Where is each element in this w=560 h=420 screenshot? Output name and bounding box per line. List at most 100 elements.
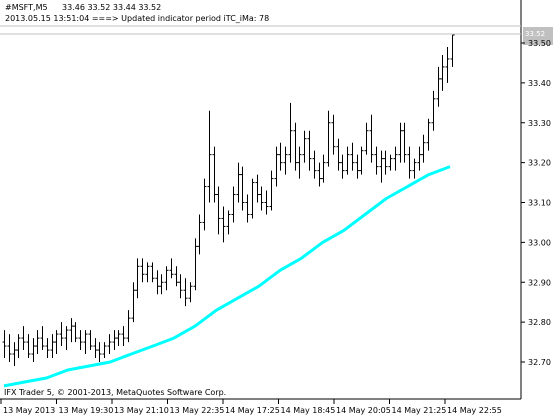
ohlc-bar: [150, 262, 155, 283]
price-tick-label: 33.50: [528, 39, 551, 48]
ohlc-bar: [331, 114, 336, 155]
ohlc-bar: [283, 146, 288, 175]
ohlc-bar: [250, 178, 255, 219]
ohlc-bar: [216, 186, 221, 235]
ohlc-bar: [317, 162, 322, 187]
ohlc-bar: [188, 282, 193, 303]
ohlc-bar: [50, 334, 55, 359]
price-scale[interactable]: 33.50 33.40 33.30 33.20 33.10 33.00 32.90 32.80…: [521, 39, 551, 367]
ohlc-bar: [359, 146, 364, 175]
ohlc-bar: [436, 66, 441, 107]
ohlc-bar: [369, 114, 374, 163]
ohlc-bar: [159, 274, 164, 295]
ohlc-bar: [293, 122, 298, 171]
ohlc-bar: [88, 330, 93, 351]
time-tick-label: 14 May 21:25: [392, 406, 447, 415]
ohlc-bar: [174, 266, 179, 287]
ohlc-bar: [264, 190, 269, 215]
time-tick-label: 13 May 19:30: [59, 406, 114, 415]
price-badge-value: 33.52: [525, 30, 545, 38]
ohlc-bar: [350, 142, 355, 171]
time-tick-label: 13 May 21:10: [114, 406, 169, 415]
ohlc-bar: [183, 278, 188, 307]
ohlc-bar: [288, 102, 293, 163]
ohlc-bar: [226, 210, 231, 235]
ohlc-bar: [383, 150, 388, 175]
ohlc-bar: [445, 46, 450, 83]
ohlc-bar: [202, 178, 207, 231]
ohlc-bar: [374, 146, 379, 175]
ohlc-bar: [297, 146, 302, 179]
price-tick-label: 33.30: [528, 119, 551, 128]
price-tick-label: 33.20: [528, 159, 551, 168]
ohlc-bar: [450, 34, 455, 67]
price-tick-label: 33.40: [528, 79, 551, 88]
ohlc-bar: [116, 330, 121, 347]
ohlc-bar: [255, 174, 260, 203]
ohlc-bar: [155, 270, 160, 295]
ohlc-bar: [126, 310, 131, 343]
price-tick-label: 32.80: [528, 318, 551, 327]
ohlc-bar: [2, 330, 7, 359]
ohlc-bar: [345, 146, 350, 175]
ohlc-bar: [379, 150, 384, 183]
price-tick-label: 33.00: [528, 238, 551, 247]
ohlc-bar: [64, 326, 69, 351]
ohlc-bar: [355, 154, 360, 179]
ohlc-bar: [269, 170, 274, 211]
ohlc-bar: [178, 274, 183, 299]
time-tick-label: 13 May 2013: [3, 406, 55, 415]
ohlc-bar: [312, 150, 317, 179]
ohlc-bar: [336, 138, 341, 171]
ohlc-bar: [231, 186, 236, 223]
ohlc-bar: [31, 338, 36, 362]
price-badge: [523, 27, 553, 45]
time-scale[interactable]: 13 May 2013 13 May 19:30 13 May 21:10 13 Ma…: [0, 399, 502, 415]
ohlc-bar: [412, 158, 417, 179]
copyright-label: IFX Trader 5, © 2001-2013, MetaQuotes So…: [4, 388, 226, 397]
ohlc-bar: [16, 334, 21, 359]
ohlc-bar: [21, 326, 26, 351]
time-tick-label: 13 May 22:35: [170, 406, 225, 415]
ohlc-bars: [2, 34, 455, 366]
ohlc-bar: [107, 334, 112, 355]
ohlc-bar: [135, 258, 140, 299]
symbol-label: #MSFT,M5: [5, 3, 48, 12]
ohlc-bar: [97, 342, 102, 362]
ohlc-bar: [40, 326, 45, 351]
ohlc-bar: [26, 334, 31, 359]
ohlc-values: 33.46 33.52 33.44 33.52: [62, 3, 161, 12]
time-tick-label: 14 May 20:05: [336, 406, 391, 415]
moving-average-layer: [3, 165, 451, 388]
ohlc-bar: [78, 330, 83, 351]
ohlc-bar: [73, 322, 78, 343]
ohlc-bar: [274, 146, 279, 187]
ohlc-bar: [240, 166, 245, 211]
time-tick-label: 14 May 22:55: [447, 406, 502, 415]
ohlc-bar: [340, 154, 345, 179]
ohlc-bar: [207, 110, 212, 203]
ohlc-bar: [121, 326, 126, 347]
price-tick-label: 32.70: [528, 358, 551, 367]
ohlc-bar: [398, 122, 403, 163]
ohlc-bar: [59, 322, 64, 347]
ohlc-bar: [164, 266, 169, 291]
ohlc-bar: [131, 282, 136, 323]
ohlc-bar: [35, 330, 40, 355]
ohlc-bar: [140, 258, 145, 283]
ohlc-bar: [197, 214, 202, 255]
ohlc-bar: [193, 238, 198, 291]
price-tick-label: 32.90: [528, 278, 551, 287]
ohlc-bar: [93, 338, 98, 359]
moving-average-line: [3, 165, 451, 388]
time-tick-label: 14 May 17:25: [225, 406, 280, 415]
ohlc-bar: [278, 142, 283, 171]
time-tick-label: 14 May 18:45: [281, 406, 336, 415]
ohlc-bar: [388, 154, 393, 171]
ohlc-bar: [7, 334, 12, 362]
ohlc-bar: [402, 122, 407, 163]
ohlc-bar: [236, 162, 241, 203]
ohlc-bar: [431, 90, 436, 131]
